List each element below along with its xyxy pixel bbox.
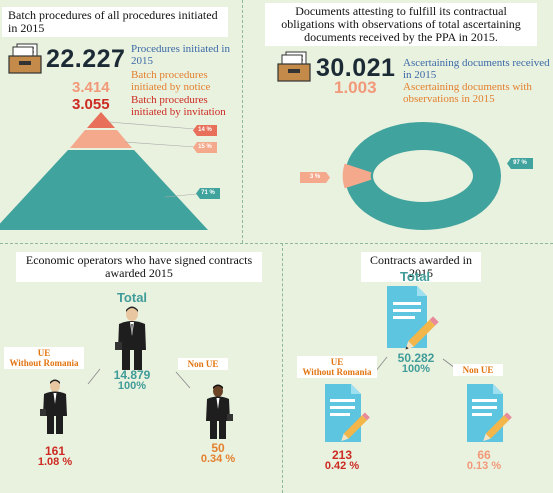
vertical-separator-bottom xyxy=(282,243,283,493)
operators-total-value: 14.879 xyxy=(113,368,151,382)
contracts-total-label: Total xyxy=(399,269,431,284)
documents-panel: Documents attesting to fulfill its contr… xyxy=(243,0,553,243)
folder-icon xyxy=(277,51,311,82)
pyramid-middle-segment xyxy=(70,130,132,148)
procedures-notice-label: Batch procedures initiated by notice xyxy=(131,69,211,93)
pyramid-bottom-segment xyxy=(0,150,208,230)
pyramid-tag-bottom: 71 % xyxy=(196,188,220,199)
businessman-icon xyxy=(115,306,146,370)
procedures-total-label: Procedures initiated in 2015 xyxy=(131,43,230,67)
connector-lines xyxy=(87,368,191,389)
operators-nonue-value: 50 xyxy=(211,441,225,455)
operators-title: Economic operators who have signed contr… xyxy=(16,252,262,282)
operators-ue-value: 161 xyxy=(44,444,66,458)
contracts-ue-pct: 0.42 % xyxy=(324,460,360,472)
donut-tag-main: 97 % xyxy=(507,158,533,169)
procedures-total: 22.227 xyxy=(46,45,126,73)
procedures-invitation-label: Batch procedures initiated by invitation xyxy=(131,94,226,118)
donut-tag-small: 3 % xyxy=(300,172,330,183)
document-pencil-icon xyxy=(467,384,512,442)
contracts-total-value: 50.282 xyxy=(397,351,435,365)
businessman-icon xyxy=(40,379,67,434)
operators-total-pct: 100% xyxy=(117,380,147,392)
documents-title: Documents attesting to fulfill its contr… xyxy=(265,3,537,46)
procedures-title: Batch procedures of all procedures initi… xyxy=(2,7,228,37)
businessman-icon xyxy=(206,384,233,439)
operators-ue-pct: 1.08 % xyxy=(37,456,73,468)
contracts-nonue-value: 66 xyxy=(477,448,491,462)
vertical-separator-top xyxy=(242,0,243,243)
documents-total: 30.021 xyxy=(316,54,396,82)
contracts-ue-label: UE Without Romania xyxy=(297,356,377,378)
pyramid-tag-top: 14 % xyxy=(193,125,217,136)
procedures-invitation: 3.055 xyxy=(72,96,110,113)
contracts-title: Contracts awarded in 2015 xyxy=(361,252,481,282)
operators-ue-label-line1: UE xyxy=(37,348,51,358)
documents-observations-label: Ascertaining documents with observations… xyxy=(403,81,532,105)
horizontal-separator xyxy=(0,243,553,244)
operators-total-label: Total xyxy=(116,290,148,305)
documents-total-label: Ascertaining documents received in 2015 xyxy=(403,57,550,81)
contracts-ue-label-line2: Without Romania xyxy=(302,367,372,377)
documents-observations: 1.003 xyxy=(334,78,377,97)
pyramid-tag-middle: 15 % xyxy=(193,142,217,153)
operators-panel: Economic operators who have signed contr… xyxy=(0,244,282,493)
operators-nonue-label: Non UE xyxy=(178,358,228,370)
document-pencil-icon xyxy=(387,286,439,350)
folder-icon xyxy=(8,43,42,74)
operators-ue-label: UE Without Romania xyxy=(4,347,84,369)
contracts-total-pct: 100% xyxy=(401,363,431,375)
pyramid-top-segment xyxy=(87,112,115,128)
documents-donut xyxy=(342,122,501,230)
procedures-panel: Batch procedures of all procedures initi… xyxy=(0,0,242,243)
procedures-notice: 3.414 xyxy=(72,79,110,96)
procedures-pyramid xyxy=(0,112,208,230)
contracts-panel: Contracts awarded in 2015 Total 50.282 1… xyxy=(283,244,553,493)
contracts-ue-value: 213 xyxy=(331,448,353,462)
contracts-ue-label-line1: UE xyxy=(330,357,344,367)
contracts-nonue-label: Non UE xyxy=(453,364,503,376)
contracts-nonue-pct: 0.13 % xyxy=(466,460,502,472)
operators-ue-label-line2: Without Romania xyxy=(9,358,79,368)
operators-nonue-pct: 0.34 % xyxy=(200,453,236,465)
document-pencil-icon xyxy=(325,384,370,442)
